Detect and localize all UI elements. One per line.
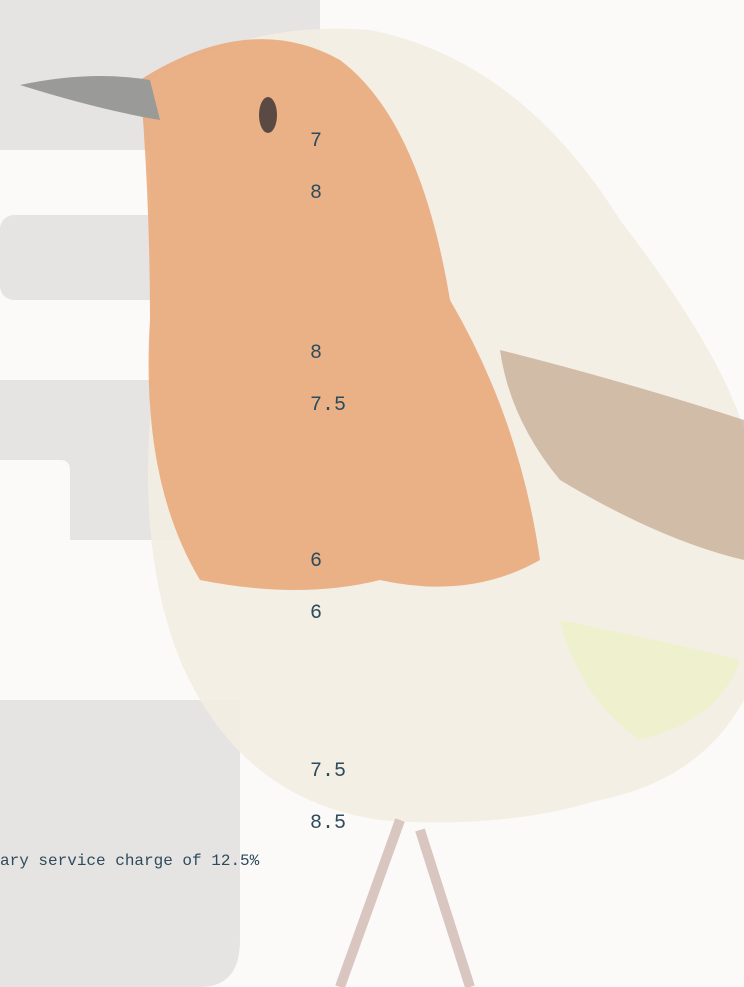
price: 6 bbox=[310, 602, 323, 625]
price: 6 bbox=[310, 550, 323, 573]
price: 8 bbox=[310, 342, 323, 365]
price: 7.5 bbox=[310, 760, 347, 783]
price: 8 bbox=[310, 182, 323, 205]
service-charge-note: ary service charge of 12.5% bbox=[0, 852, 260, 870]
price: 7 bbox=[310, 130, 323, 153]
price: 7.5 bbox=[310, 394, 347, 417]
price: 8.5 bbox=[310, 812, 347, 835]
robin-illustration bbox=[20, 28, 744, 987]
